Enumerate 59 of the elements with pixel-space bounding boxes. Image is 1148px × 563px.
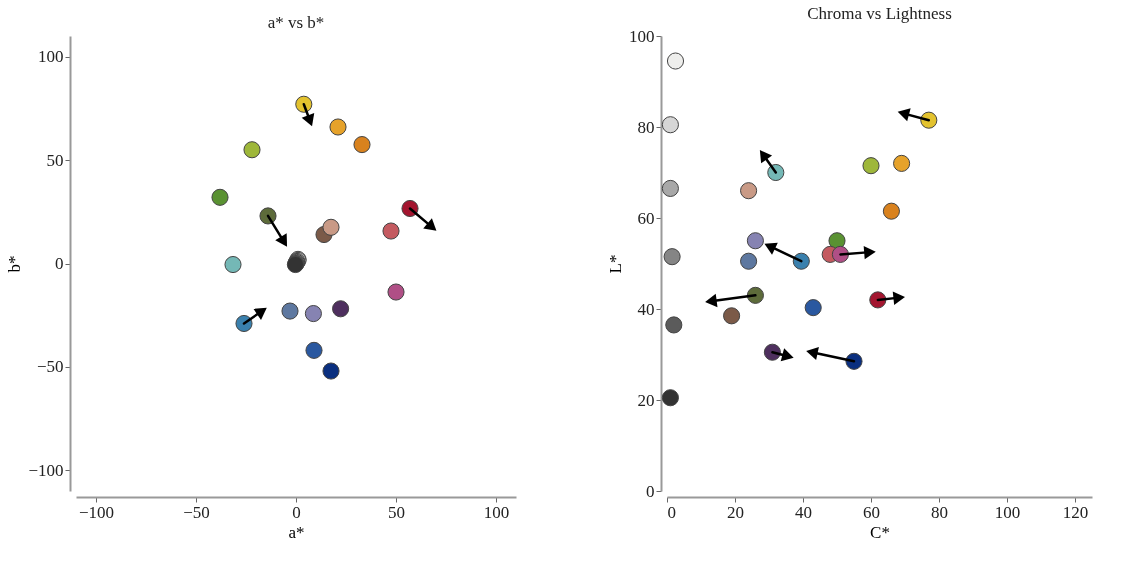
x-tick-label: 0: [667, 502, 676, 522]
x-tick-label: 120: [1062, 502, 1089, 522]
point: [893, 154, 911, 172]
point: [804, 299, 822, 317]
x-tick-label: 20: [727, 502, 744, 522]
x-tick-label: −100: [78, 502, 115, 522]
x-tick-label: 60: [863, 502, 880, 522]
chart-title: Chroma vs Lightness: [807, 4, 952, 23]
x-tick-label: 100: [483, 502, 510, 522]
point: [882, 202, 900, 220]
y-tick-label: 100: [629, 26, 655, 46]
point: [353, 136, 371, 154]
x-tick-label: 80: [931, 502, 948, 522]
y-tick-label: 60: [637, 208, 655, 228]
point: [792, 252, 810, 270]
point: [387, 283, 405, 301]
y-axis-title: b*: [5, 255, 25, 273]
point: [845, 352, 863, 370]
point: [661, 116, 679, 134]
point: [723, 307, 741, 325]
point: [322, 218, 340, 236]
chart-title: a* vs b*: [267, 13, 325, 32]
point: [305, 341, 323, 359]
y-tick-label: 100: [38, 47, 64, 67]
point: [661, 179, 679, 197]
y-tick-label: 20: [637, 390, 655, 410]
point: [329, 118, 347, 136]
point: [862, 157, 880, 175]
point: [665, 316, 683, 334]
x-axis-title: a*: [288, 522, 305, 542]
point: [831, 245, 849, 263]
point: [243, 141, 261, 159]
point: [666, 52, 685, 70]
point: [746, 232, 764, 250]
point: [661, 389, 679, 407]
x-tick-label: 0: [292, 502, 301, 522]
point: [224, 255, 242, 274]
y-tick-label: 0: [646, 481, 655, 501]
x-tick-label: 40: [795, 502, 812, 522]
y-tick-label: 40: [637, 299, 655, 319]
y-tick-label: 80: [637, 117, 655, 137]
point: [332, 300, 350, 318]
y-tick-label: 50: [46, 150, 64, 170]
y-tick-label: −50: [36, 357, 64, 377]
y-axis-title: L*: [606, 254, 625, 274]
x-tick-label: 100: [994, 502, 1021, 522]
y-tick-label: 0: [55, 254, 64, 273]
point: [740, 182, 758, 200]
point: [211, 188, 229, 206]
point: [281, 302, 299, 320]
x-tick-label: 50: [388, 502, 405, 522]
point: [663, 248, 681, 266]
point: [382, 222, 400, 240]
point: [304, 305, 322, 323]
x-tick-label: −50: [183, 502, 210, 522]
y-tick-label: −100: [28, 460, 64, 480]
point: [740, 252, 758, 270]
point: [322, 362, 340, 380]
x-axis-title: C*: [870, 522, 890, 542]
